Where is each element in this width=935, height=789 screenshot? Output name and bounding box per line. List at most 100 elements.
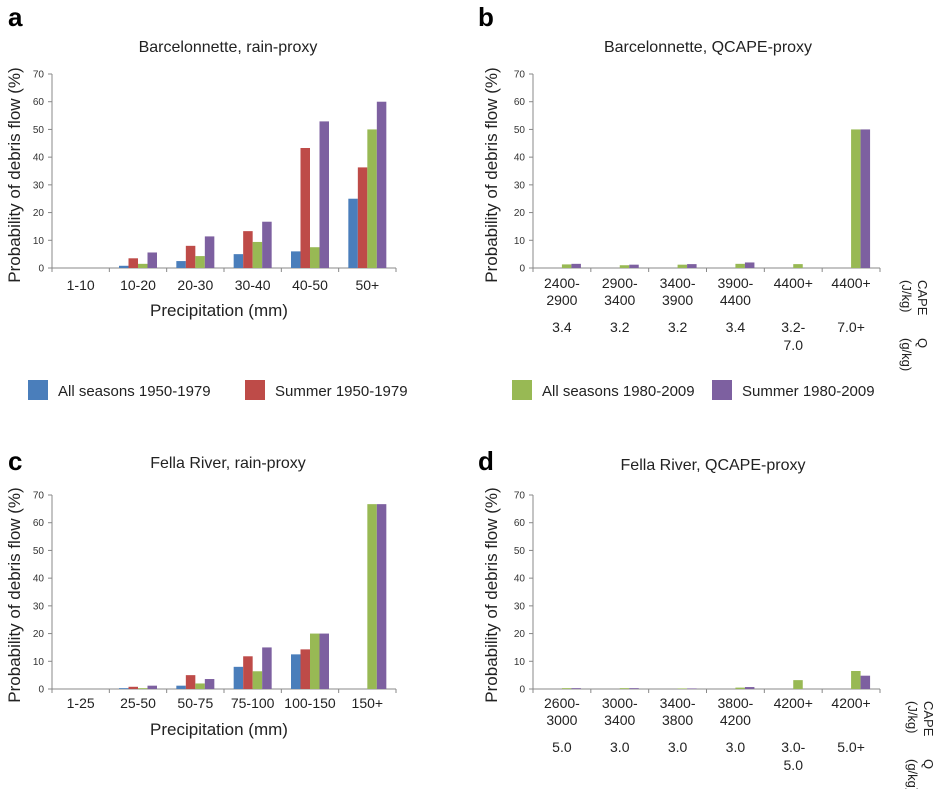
chart-panel-b: b Barcelonnette, QCAPE-proxy Probability o…	[478, 2, 930, 371]
x-tick-label: 4400+	[774, 275, 813, 291]
x-tick-label: 10-20	[120, 277, 156, 293]
q-label: 3.4	[552, 319, 572, 335]
y-tick-label: 0	[38, 264, 44, 275]
q-label-line: 5.0	[552, 739, 572, 755]
q-label: 5.0+	[837, 739, 865, 755]
q-label-line: 5.0+	[837, 739, 865, 755]
bar-c-all-seasons-1980-2009-4	[310, 633, 320, 689]
bar-a-all-seasons-1950-1979-4	[291, 251, 301, 268]
bar-a-summer-1980-2009-2	[204, 236, 215, 268]
chart-title: Barcelonnette, rain-proxy	[139, 39, 318, 56]
bar-b-summer-1980-2009-2	[687, 264, 697, 268]
bar-c-all-seasons-1950-1979-4	[291, 654, 301, 689]
x-tick-label: 3400-3900	[660, 275, 696, 308]
x-axis-label: Precipitation (mm)	[150, 720, 288, 739]
bar-d-all-seasons-1980-2009-4	[793, 680, 803, 689]
bar-c-summer-1980-2009-2	[204, 679, 215, 689]
q-label-line: 3.2	[610, 319, 630, 335]
x-tick-label-line: 150+	[352, 695, 384, 711]
q-label-line: 3.4	[552, 319, 572, 335]
bar-c-summer-1980-2009-1	[147, 685, 157, 689]
x-axis-label: Precipitation (mm)	[150, 301, 288, 320]
y-tick-label: 50	[514, 125, 526, 136]
x-tick-label-line: 3400	[604, 292, 635, 308]
side-label-cape-unit: (J/kg)	[905, 701, 920, 734]
y-axis-label: Probability of debris flow (%)	[5, 67, 24, 282]
q-label: 7.0+	[837, 319, 865, 335]
x-tick-label-line: 3800-	[718, 695, 754, 711]
y-tick-label: 0	[38, 685, 44, 696]
bar-d-all-seasons-1980-2009-5	[851, 670, 861, 689]
x-tick-label-line: 50-75	[177, 695, 213, 711]
bar-c-all-seasons-1950-1979-1	[119, 688, 129, 689]
bar-a-summer-1950-1979-5	[357, 167, 368, 268]
x-tick-label: 3000-3400	[602, 695, 638, 728]
bar-c-all-seasons-1980-2009-5	[367, 504, 377, 689]
y-axis-label: Probability of debris flow (%)	[482, 487, 501, 702]
bar-b-all-seasons-1980-2009-5	[851, 129, 861, 268]
bar-c-all-seasons-1950-1979-2	[176, 685, 186, 689]
bar-a-all-seasons-1980-2009-4	[310, 247, 320, 268]
legend-label: All seasons 1950-1979	[58, 383, 211, 400]
x-tick-label: 2900-3400	[602, 275, 638, 308]
bar-d-summer-1980-2009-1	[629, 688, 639, 689]
chart-panel-a: a Barcelonnette, rain-proxy Probability of…	[5, 2, 397, 320]
q-label-line: 3.0	[610, 739, 630, 755]
side-label-cape-unit: (J/kg)	[899, 280, 914, 313]
y-tick-label: 70	[33, 70, 45, 81]
bar-b-summer-1980-2009-1	[629, 264, 639, 268]
q-label: 3.4	[726, 319, 746, 335]
y-tick-label: 40	[514, 153, 526, 164]
bar-c-summer-1950-1979-1	[128, 686, 138, 689]
bar-a-summer-1950-1979-2	[185, 245, 196, 268]
bar-c-summer-1980-2009-3	[262, 647, 272, 689]
y-tick-label: 30	[514, 180, 526, 191]
x-tick-label-line: 3900	[662, 292, 693, 308]
bar-b-all-seasons-1980-2009-3	[735, 263, 745, 268]
x-tick-label-line: 4200+	[774, 695, 813, 711]
bar-d-summer-1980-2009-0	[571, 688, 581, 689]
q-label-line: 7.0+	[837, 319, 865, 335]
bar-b-all-seasons-1980-2009-2	[677, 264, 688, 268]
x-tick-label-line: 20-30	[177, 277, 213, 293]
x-tick-label: 3900-4400	[718, 275, 754, 308]
bar-a-summer-1950-1979-4	[300, 147, 310, 268]
bar-c-summer-1950-1979-4	[300, 649, 310, 689]
x-tick-label-line: 3800	[662, 712, 693, 728]
q-label-line: 3.4	[726, 319, 746, 335]
x-tick-label-line: 4400+	[774, 275, 813, 291]
y-tick-label: 20	[514, 208, 526, 219]
bar-a-all-seasons-1980-2009-2	[195, 256, 205, 268]
x-tick-label: 20-30	[177, 277, 213, 293]
bar-c-all-seasons-1980-2009-3	[252, 671, 263, 689]
x-tick-label: 75-100	[231, 695, 275, 711]
chart-title: Fella River, QCAPE-proxy	[621, 457, 806, 474]
panel-letter: b	[478, 2, 494, 32]
x-tick-label-line: 10-20	[120, 277, 156, 293]
legend-label: All seasons 1980-2009	[542, 383, 695, 400]
q-label-line: 3.0-	[781, 739, 805, 755]
y-tick-label: 30	[33, 180, 45, 191]
y-tick-label: 30	[514, 601, 526, 612]
q-label: 3.2	[668, 319, 688, 335]
side-label-q: Q	[921, 759, 935, 769]
x-tick-label: 4200+	[831, 695, 870, 711]
x-tick-label-line: 3900-	[718, 275, 754, 291]
x-tick-label-line: 4400+	[831, 275, 870, 291]
y-tick-label: 60	[33, 97, 45, 108]
bar-c-summer-1980-2009-5	[376, 504, 387, 689]
x-tick-label: 4200+	[774, 695, 813, 711]
chart-title: Fella River, rain-proxy	[150, 455, 306, 472]
y-tick-label: 60	[514, 97, 526, 108]
bar-a-summer-1950-1979-1	[128, 258, 138, 268]
y-tick-label: 50	[33, 546, 45, 557]
side-label-q-unit: (g/kg)	[905, 759, 920, 789]
side-label-q-unit: (g/kg)	[899, 338, 914, 371]
q-label-line: 5.0	[784, 757, 804, 773]
y-tick-label: 40	[514, 574, 526, 585]
q-label: 3.0- 5.0	[781, 739, 805, 773]
legend-label: Summer 1980-2009	[742, 383, 875, 400]
bar-a-all-seasons-1950-1979-3	[233, 254, 244, 268]
x-tick-label-line: 30-40	[235, 277, 271, 293]
bar-d-summer-1980-2009-3	[744, 687, 755, 689]
